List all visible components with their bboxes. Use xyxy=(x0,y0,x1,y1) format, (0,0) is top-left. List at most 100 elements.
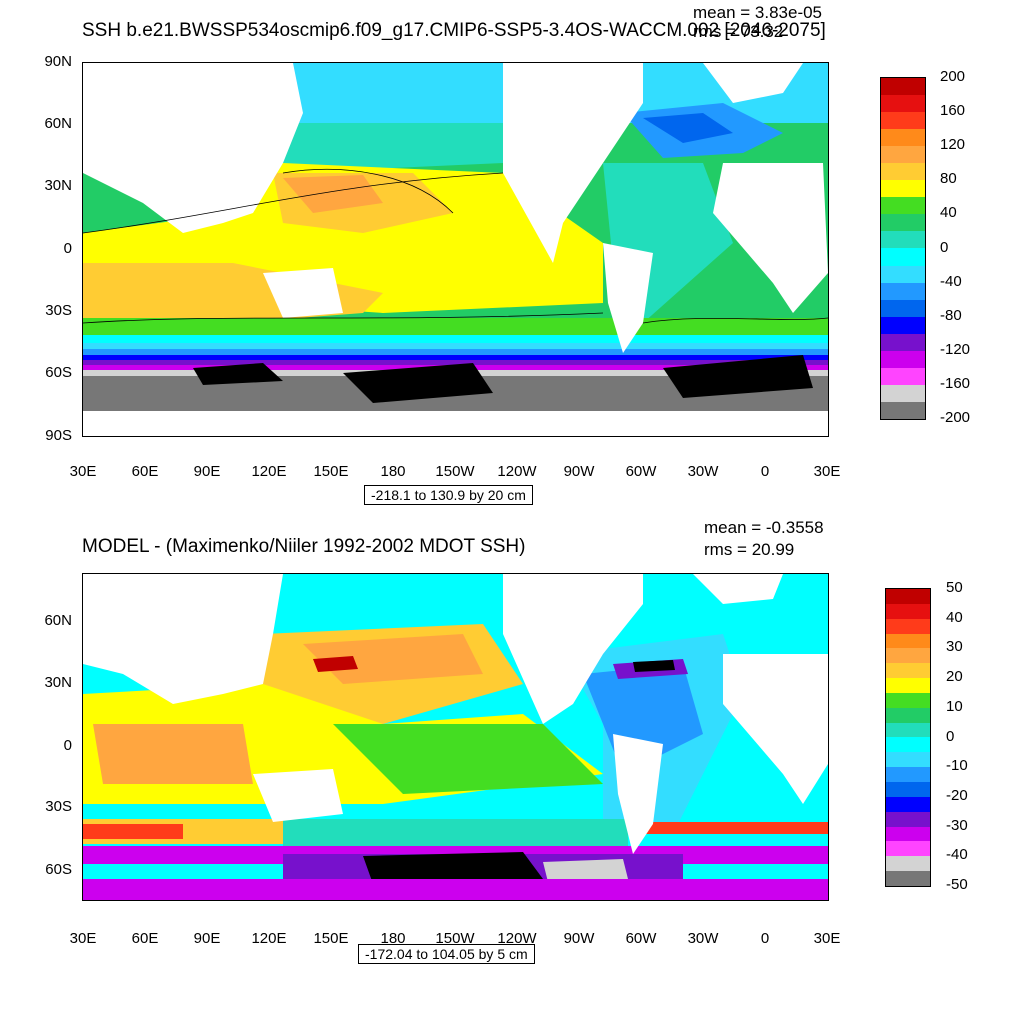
p1-contour-1 xyxy=(83,312,604,324)
p1-natl-darkblue xyxy=(643,113,733,143)
cblabs2-label: -20 xyxy=(946,786,968,804)
p1-contour-3 xyxy=(282,169,454,214)
cbar2-swatch xyxy=(886,633,930,649)
cblabs1-label: -80 xyxy=(940,306,962,324)
p2-land-eurasia xyxy=(83,574,283,704)
cblabs2-label: 40 xyxy=(946,608,963,626)
cbar1-swatch xyxy=(881,384,925,402)
cbar1-swatch xyxy=(881,78,925,96)
p1-land-namerica xyxy=(503,63,643,263)
cbar1-swatch xyxy=(881,282,925,300)
p1-xlab-7: 120W xyxy=(497,463,537,480)
p2-ylab-1: 30N xyxy=(44,674,72,691)
p1-contour-4 xyxy=(642,317,828,324)
cbar1-swatch xyxy=(881,112,925,130)
cblabs2-label: 10 xyxy=(946,697,963,715)
cbar1-swatch xyxy=(881,180,925,198)
p2-so-bottom xyxy=(83,879,828,900)
cbar1-swatch xyxy=(881,333,925,351)
p2-land-namerica xyxy=(503,574,643,724)
p1-contour-2 xyxy=(83,172,504,234)
cbar1-swatch xyxy=(881,95,925,113)
p2-kuroshio xyxy=(313,656,358,672)
cblabs1-label: -40 xyxy=(940,272,962,290)
p1-ylab-4: 30S xyxy=(45,302,72,319)
cblabs2-label: -10 xyxy=(946,757,968,775)
cblabs2-label: -50 xyxy=(946,876,968,893)
p1-land-eurasia xyxy=(83,63,303,233)
cbar2-swatch xyxy=(886,722,930,738)
cbar1-swatch xyxy=(881,401,925,419)
p1-xlab-4: 150E xyxy=(313,463,349,480)
panel2-map xyxy=(82,573,829,901)
p2-npac-orange xyxy=(303,634,483,684)
cblabs1-label: 80 xyxy=(940,170,957,188)
cblabs1-label: 0 xyxy=(940,238,949,256)
p1-land-antarctica xyxy=(83,411,828,436)
p1-npac-cyan xyxy=(283,123,503,173)
p2-land-australia xyxy=(253,769,343,822)
panel2-colorbar xyxy=(885,588,931,887)
p1-xlab-2: 90E xyxy=(193,463,221,480)
p1-xlab-6: 150W xyxy=(435,463,475,480)
p1-ylab-2: 30N xyxy=(44,177,72,194)
p1-acc-4 xyxy=(83,355,828,360)
p2-xlab-8: 90W xyxy=(563,930,595,947)
cbar2-swatch xyxy=(886,618,930,634)
p1-xlab-0: 30E xyxy=(69,463,97,480)
cblabs1-label: -200 xyxy=(940,409,971,426)
cbar1-swatch xyxy=(881,299,925,317)
p1-land-australia xyxy=(263,268,343,318)
cblabs2-label: 50 xyxy=(946,579,963,596)
cblabs1-label: 40 xyxy=(940,204,957,222)
panel1-rms: rms = 73.32 xyxy=(693,22,784,41)
cbar1-swatch xyxy=(881,367,925,385)
p1-ylab-3: 0 xyxy=(63,240,72,257)
cblabs2-label: -30 xyxy=(946,816,968,834)
p2-trop-green xyxy=(333,724,603,794)
cbar2-swatch xyxy=(886,871,930,886)
cbar2-swatch xyxy=(886,678,930,693)
p1-land-greenland xyxy=(703,63,803,103)
p1-acc-3 xyxy=(83,349,828,355)
cblabs1-label: -160 xyxy=(940,374,971,392)
cbar2-swatch xyxy=(886,752,930,768)
p2-land-africa xyxy=(723,654,828,804)
cbar2-swatch xyxy=(886,603,930,619)
cblabs1-label: 160 xyxy=(940,102,966,120)
p2-xlab-12: 30E xyxy=(813,930,841,947)
cbar2-swatch xyxy=(886,856,930,872)
p2-xlab-6: 150W xyxy=(435,930,475,947)
p2-so-red xyxy=(83,824,183,839)
p1-ylab-1: 60N xyxy=(44,115,72,132)
p2-so-gray xyxy=(543,859,628,882)
panel2-rms: rms = 20.99 xyxy=(704,540,795,559)
cbar1-swatch xyxy=(881,214,925,232)
cbar2-swatch xyxy=(886,663,930,679)
cbar2-swatch xyxy=(886,841,930,857)
p2-xlab-5: 180 xyxy=(380,930,406,947)
p1-acc-1 xyxy=(83,335,828,343)
p1-xlab-12: 30E xyxy=(813,463,841,480)
panel1-colorbar xyxy=(880,77,926,420)
p1-land-samerica xyxy=(603,243,653,353)
p2-land-samerica xyxy=(613,734,663,854)
cbar2-swatch xyxy=(886,648,930,664)
cbar1-swatch xyxy=(881,197,925,215)
panel2-title: MODEL - (Maximenko/Niiler 1992-2002 MDOT… xyxy=(82,536,526,557)
cbar1-swatch xyxy=(881,163,925,181)
panel1-map xyxy=(82,62,829,437)
p2-xlab-2: 90E xyxy=(193,930,221,947)
p1-black-2 xyxy=(343,363,493,403)
p1-xlab-11: 0 xyxy=(760,463,770,480)
p1-black-1 xyxy=(193,363,283,385)
cblabs1-label: 120 xyxy=(940,136,966,154)
panel2-mean: mean = -0.3558 xyxy=(704,518,824,537)
panel1-title: SSH b.e21.BWSSP534oscmip6.f09_g17.CMIP6-… xyxy=(82,20,826,41)
cbar1-swatch xyxy=(881,350,925,368)
cbar1-swatch xyxy=(881,265,925,283)
p2-land-greenland xyxy=(693,574,783,604)
p1-xlab-8: 90W xyxy=(563,463,595,480)
p1-ylab-0: 90N xyxy=(44,53,72,70)
cbar1-swatch xyxy=(881,316,925,334)
